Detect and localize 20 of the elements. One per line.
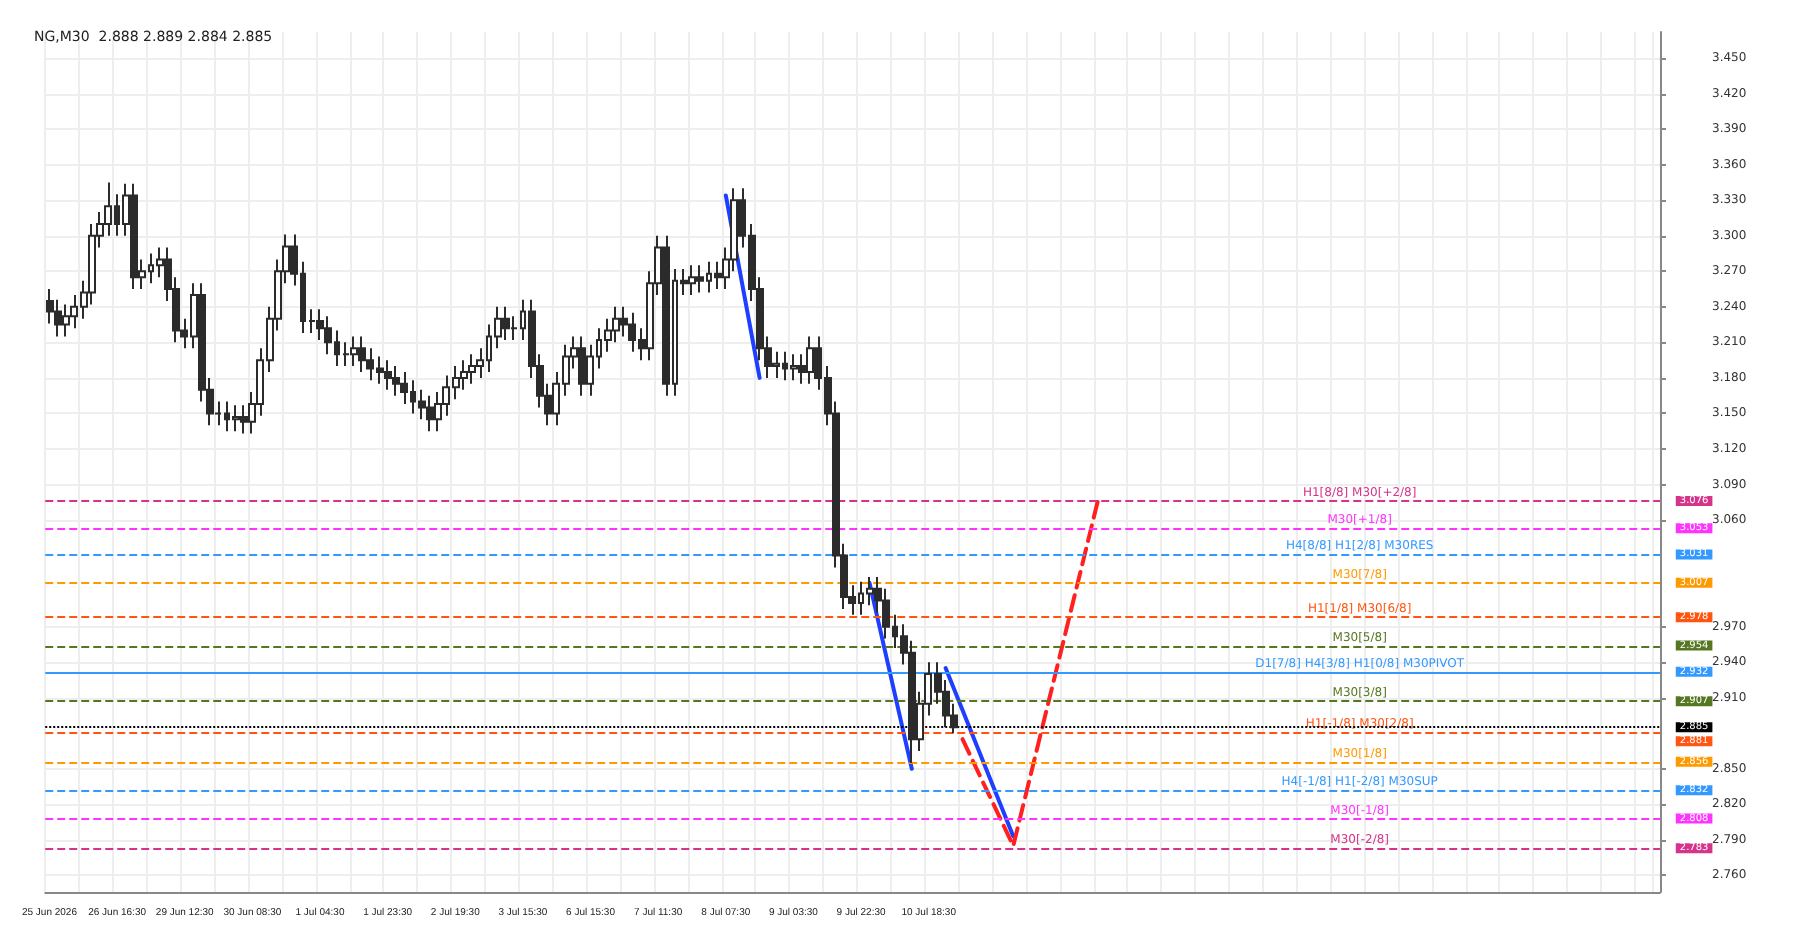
candlestick <box>392 365 400 397</box>
candlestick <box>460 359 468 391</box>
candlestick <box>790 353 798 382</box>
candlestick <box>384 359 392 391</box>
candlestick <box>696 264 704 294</box>
candlestick <box>806 335 814 385</box>
candlestick <box>468 353 476 385</box>
candlestick <box>62 303 70 338</box>
candlestick <box>502 305 510 341</box>
candlestick <box>662 234 670 397</box>
candlestick <box>358 335 366 373</box>
candlestick <box>426 394 434 433</box>
candlestick <box>232 404 240 433</box>
candlestick <box>578 335 586 397</box>
candlestick <box>866 575 874 607</box>
candlestick <box>130 182 138 291</box>
candlestick <box>688 264 696 296</box>
candlestick <box>350 335 358 368</box>
candlestick <box>612 305 620 344</box>
candlestick <box>400 370 408 405</box>
